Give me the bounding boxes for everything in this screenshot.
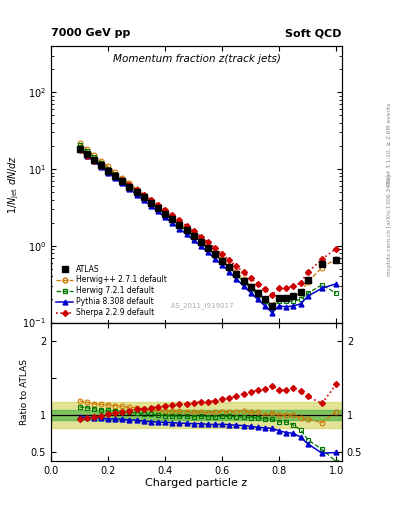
Text: mcplots.cern.ch [arXiv:1306.3436]: mcplots.cern.ch [arXiv:1306.3436] [387, 175, 392, 276]
Y-axis label: Ratio to ATLAS: Ratio to ATLAS [20, 359, 29, 424]
Text: Momentum fraction z(track jets): Momentum fraction z(track jets) [112, 54, 281, 65]
Legend: ATLAS, Herwig++ 2.7.1 default, Herwig 7.2.1 default, Pythia 8.308 default, Sherp: ATLAS, Herwig++ 2.7.1 default, Herwig 7.… [53, 262, 170, 321]
Y-axis label: $1/N_\mathrm{jet}\ dN/dz$: $1/N_\mathrm{jet}\ dN/dz$ [7, 155, 21, 214]
X-axis label: Charged particle z: Charged particle z [145, 478, 248, 488]
Text: Soft QCD: Soft QCD [285, 28, 342, 38]
Text: Rivet 3.1.10, ≥ 2.6M events: Rivet 3.1.10, ≥ 2.6M events [387, 102, 392, 184]
Text: 7000 GeV pp: 7000 GeV pp [51, 28, 130, 38]
Text: ATLAS_2011_I919017: ATLAS_2011_I919017 [159, 302, 234, 309]
